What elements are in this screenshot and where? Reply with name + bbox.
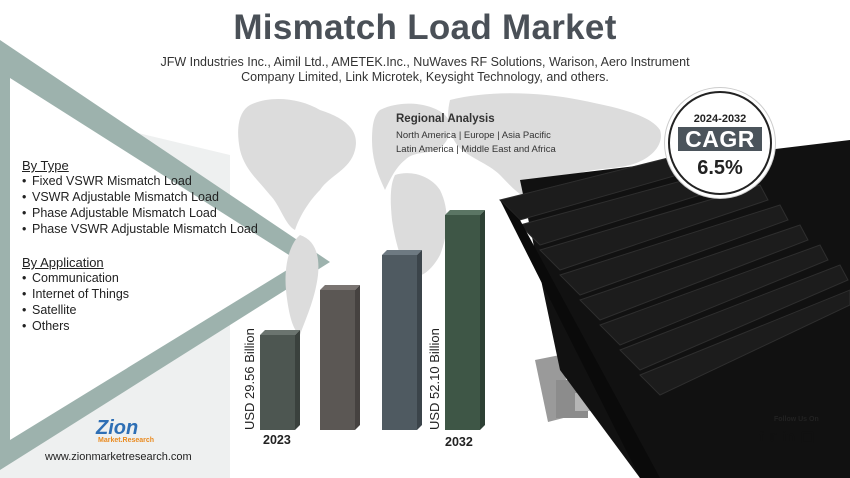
- application-item-label: Communication: [32, 271, 119, 285]
- bar-graphic: [260, 210, 485, 430]
- cagr-badge: 2024-2032 CAGR 6.5%: [668, 91, 772, 195]
- application-item: • Others: [22, 318, 129, 334]
- type-item-label: Phase VSWR Adjustable Mismatch Load: [32, 222, 258, 236]
- by-application-section: By Application • Communication • Internet …: [22, 255, 129, 334]
- bullet: •: [22, 190, 27, 204]
- start-year: 2023: [263, 433, 291, 447]
- follow-us-label: Follow Us On: [774, 416, 819, 423]
- by-application-heading: By Application: [22, 255, 104, 270]
- by-type-heading: By Type: [22, 158, 69, 173]
- type-item: • Fixed VSWR Mismatch Load: [22, 173, 258, 189]
- website-link[interactable]: www.zionmarketresearch.com: [45, 451, 192, 463]
- cagr-label: CAGR: [678, 127, 762, 151]
- page-title: Mismatch Load Market: [233, 8, 617, 47]
- bullet: •: [22, 287, 27, 301]
- social-icons: f 𝕣 in ▣: [759, 428, 814, 445]
- growth-bar-3: [382, 250, 422, 430]
- bullet: •: [22, 174, 27, 188]
- start-value-label: USD 29.56 Billion: [242, 328, 257, 430]
- regional-line-1: North America | Europe | Asia Pacific: [396, 130, 551, 141]
- regional-line-2: Latin America | Middle East and Africa: [396, 144, 556, 155]
- cagr-value: 6.5%: [697, 157, 743, 179]
- end-value-label: USD 52.10 Billion: [427, 328, 442, 430]
- application-item-label: Others: [32, 319, 70, 333]
- bullet: •: [22, 222, 27, 236]
- growth-bar-1: [260, 330, 300, 430]
- logo-sub-text: Market.Research: [98, 437, 155, 444]
- type-item: • Phase VSWR Adjustable Mismatch Load: [22, 221, 258, 237]
- bg-triangle-inner: [10, 78, 300, 440]
- company-list: JFW Industries Inc., Aimil Ltd., AMETEK.…: [160, 55, 690, 84]
- regional-heading: Regional Analysis: [396, 113, 495, 125]
- type-item: • VSWR Adjustable Mismatch Load: [22, 189, 258, 205]
- bullet: •: [22, 271, 27, 285]
- heatsink-image: [499, 140, 850, 478]
- cagr-years: 2024-2032: [693, 113, 747, 125]
- regional-analysis: Regional Analysis North America | Europe…: [396, 113, 556, 157]
- logo-main-text: Zion: [96, 417, 139, 439]
- growth-bar-2: [320, 285, 360, 430]
- application-item: • Satellite: [22, 302, 129, 318]
- growth-bar-4: [445, 210, 485, 430]
- bullet: •: [22, 319, 27, 333]
- application-item: • Internet of Things: [22, 286, 129, 302]
- facebook-icon[interactable]: f: [759, 428, 764, 444]
- linkedin-icon[interactable]: in: [782, 428, 795, 444]
- application-item-label: Satellite: [32, 303, 77, 317]
- type-item: • Phase Adjustable Mismatch Load: [22, 205, 258, 221]
- by-type-section: By Type • Fixed VSWR Mismatch Load • VSWR …: [22, 158, 258, 237]
- company-logo: Zion Market.Research: [96, 417, 154, 444]
- bullet: •: [22, 206, 27, 220]
- bullet: •: [22, 303, 27, 317]
- type-item-label: Phase Adjustable Mismatch Load: [32, 206, 217, 220]
- application-item: • Communication: [22, 270, 129, 286]
- instagram-icon[interactable]: ▣: [800, 428, 815, 444]
- twitter-icon[interactable]: 𝕣: [769, 428, 777, 444]
- type-item-label: Fixed VSWR Mismatch Load: [32, 174, 192, 188]
- type-item-label: VSWR Adjustable Mismatch Load: [32, 190, 219, 204]
- application-item-label: Internet of Things: [32, 287, 130, 301]
- end-year: 2032: [445, 435, 473, 449]
